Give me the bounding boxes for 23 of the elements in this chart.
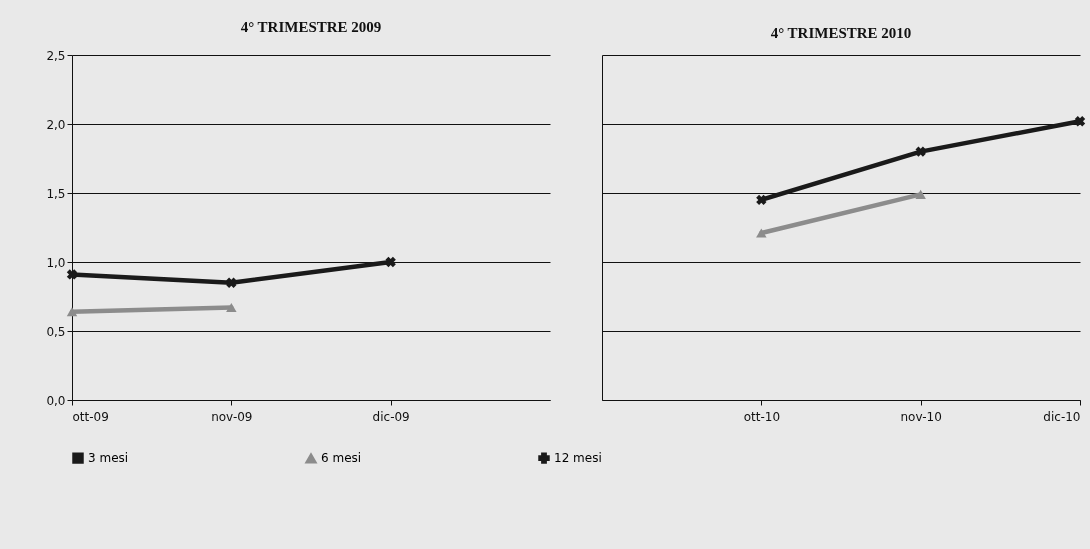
y-tick-label: 0,0 [46, 393, 66, 408]
x-tick-label: dic-09 [372, 409, 410, 424]
y-tick-label: 0,5 [46, 324, 66, 339]
x-tick-label: nov-09 [211, 409, 253, 424]
point [756, 194, 767, 206]
point [385, 256, 396, 268]
point [226, 277, 237, 288]
x-tick-label: ott-09 [72, 409, 109, 424]
x-tick-label: dic-10 [1043, 409, 1081, 424]
y-tick-label: 1,0 [46, 255, 66, 270]
y-tick-label: 1,5 [46, 186, 66, 201]
chart-title: 4° TRIMESTRE 2009 [240, 19, 382, 35]
y-tick-label: 2,5 [46, 48, 66, 63]
chart-title: 4° TRIMESTRE 2010 [770, 25, 912, 41]
legend-label: 3 mesi [88, 451, 129, 466]
legend-label: 6 mesi [321, 451, 362, 466]
y-tick-label: 2,0 [46, 117, 66, 132]
x-tick-label: ott-10 [743, 409, 781, 424]
point [66, 269, 78, 280]
point [915, 146, 926, 157]
legend-label: 12 mesi [554, 451, 602, 466]
point [1074, 116, 1086, 127]
x-tick-label: nov-10 [900, 409, 942, 424]
